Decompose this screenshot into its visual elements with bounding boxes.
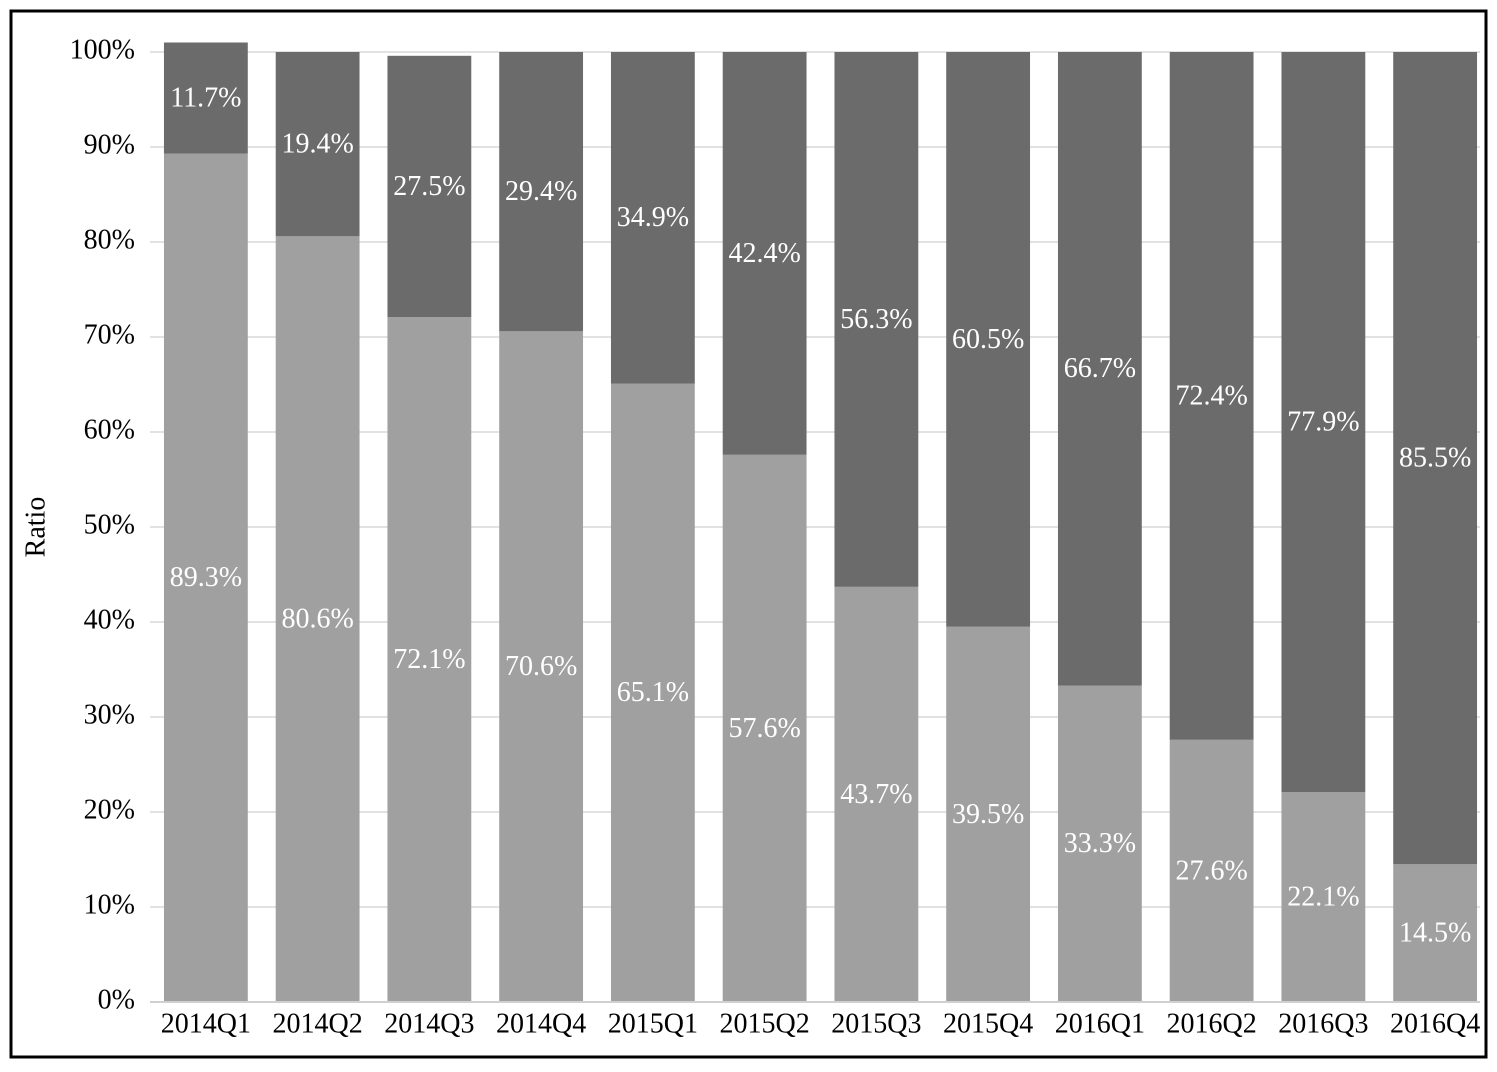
x-tick-label: 2016Q1 bbox=[1055, 1008, 1145, 1039]
value-label: 56.3% bbox=[840, 304, 912, 335]
y-tick-label: 70% bbox=[84, 319, 135, 350]
value-label: 33.3% bbox=[1064, 828, 1136, 859]
x-tick-label: 2014Q4 bbox=[496, 1008, 586, 1039]
value-label: 89.3% bbox=[170, 562, 242, 593]
value-label: 29.4% bbox=[505, 176, 577, 207]
x-tick-label: 2016Q3 bbox=[1278, 1008, 1368, 1039]
bar-segment bbox=[1281, 792, 1366, 1002]
value-label: 43.7% bbox=[840, 779, 912, 810]
bar-segment bbox=[499, 52, 584, 332]
bar-segment bbox=[163, 153, 248, 1002]
y-tick-label: 20% bbox=[84, 794, 135, 825]
value-label: 22.1% bbox=[1287, 881, 1359, 912]
y-tick-label: 60% bbox=[84, 414, 135, 445]
bar-segment bbox=[946, 52, 1031, 627]
value-label: 72.4% bbox=[1175, 380, 1247, 411]
y-tick-label: 10% bbox=[84, 889, 135, 920]
bar-segment bbox=[163, 42, 248, 154]
value-label: 27.6% bbox=[1175, 855, 1247, 886]
bar-segment bbox=[275, 52, 360, 237]
bar-segment bbox=[722, 454, 807, 1002]
bar-segment bbox=[499, 331, 584, 1002]
value-label: 14.5% bbox=[1399, 918, 1471, 949]
value-label: 42.4% bbox=[728, 238, 800, 269]
value-label: 66.7% bbox=[1064, 353, 1136, 384]
y-tick-label: 30% bbox=[84, 699, 135, 730]
value-label: 39.5% bbox=[952, 799, 1024, 830]
value-label: 72.1% bbox=[393, 644, 465, 675]
bar-segment bbox=[946, 626, 1031, 1002]
bar-segment bbox=[1057, 52, 1142, 686]
y-tick-label: 100% bbox=[70, 34, 135, 65]
x-tick-label: 2015Q2 bbox=[720, 1008, 810, 1039]
x-tick-label: 2014Q2 bbox=[273, 1008, 363, 1039]
x-tick-label: 2016Q4 bbox=[1390, 1008, 1480, 1039]
x-tick-label: 2014Q1 bbox=[161, 1008, 251, 1039]
y-tick-label: 0% bbox=[98, 984, 135, 1015]
bar-segment bbox=[722, 52, 807, 455]
bar-segment bbox=[1169, 739, 1254, 1002]
bar-segment bbox=[387, 317, 472, 1002]
x-tick-label: 2014Q3 bbox=[384, 1008, 474, 1039]
y-tick-label: 90% bbox=[84, 129, 135, 160]
bar-segment bbox=[1393, 52, 1478, 865]
value-label: 19.4% bbox=[281, 129, 353, 160]
value-label: 77.9% bbox=[1287, 406, 1359, 437]
value-label: 57.6% bbox=[728, 713, 800, 744]
value-label: 80.6% bbox=[281, 604, 353, 635]
value-label: 60.5% bbox=[952, 324, 1024, 355]
bar-segment bbox=[387, 55, 472, 318]
value-label: 70.6% bbox=[505, 651, 577, 682]
bar-segment bbox=[834, 52, 919, 587]
bar-segment bbox=[834, 586, 919, 1002]
bar-segment bbox=[1057, 685, 1142, 1002]
x-tick-label: 2015Q3 bbox=[831, 1008, 921, 1039]
bar-segment bbox=[1169, 52, 1254, 740]
bar-segment bbox=[275, 236, 360, 1003]
y-tick-label: 80% bbox=[84, 224, 135, 255]
bar-segment bbox=[1281, 52, 1366, 793]
bar-segment bbox=[610, 383, 695, 1002]
y-tick-label: 50% bbox=[84, 509, 135, 540]
bar-segment bbox=[610, 52, 695, 384]
x-tick-label: 2015Q1 bbox=[608, 1008, 698, 1039]
x-tick-label: 2016Q2 bbox=[1167, 1008, 1257, 1039]
value-label: 27.5% bbox=[393, 171, 465, 202]
y-axis-label: Ratio bbox=[20, 497, 51, 558]
value-label: 34.9% bbox=[617, 202, 689, 233]
x-tick-label: 2015Q4 bbox=[943, 1008, 1033, 1039]
value-label: 65.1% bbox=[617, 677, 689, 708]
value-label: 85.5% bbox=[1399, 443, 1471, 474]
value-label: 11.7% bbox=[170, 82, 241, 113]
bar-segment bbox=[1393, 864, 1478, 1002]
y-tick-label: 40% bbox=[84, 604, 135, 635]
